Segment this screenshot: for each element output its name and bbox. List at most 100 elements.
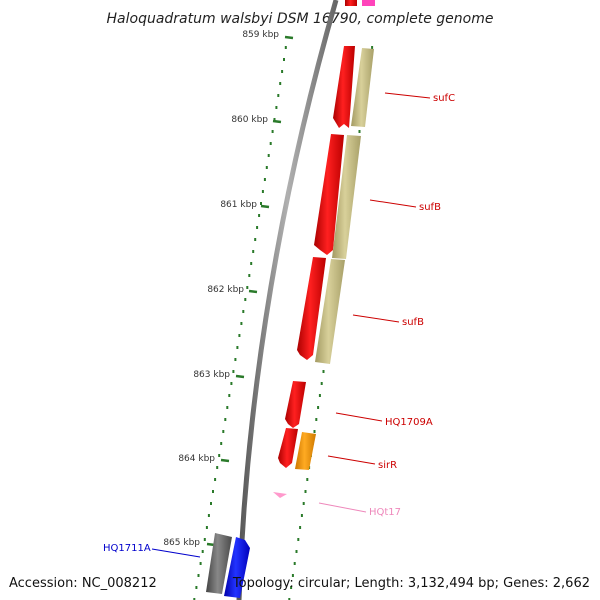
minor-tick: [224, 418, 227, 421]
minor-tick: [290, 586, 293, 589]
gene-arrow-khaki: [351, 48, 374, 127]
minor-tick: [279, 82, 282, 85]
gene-label-HQt17[interactable]: HQt17: [369, 507, 401, 518]
gene-arrow-red: [297, 257, 326, 360]
minor-tick: [304, 490, 307, 493]
major-tick: [235, 374, 245, 379]
leader-line: [369, 199, 417, 208]
major-tick: [260, 204, 270, 209]
minor-tick: [203, 538, 206, 541]
gene-features: [206, 0, 375, 598]
gene-arrow-red: [278, 428, 298, 468]
scale-label: 865 kbp: [163, 538, 200, 548]
gene-arrow-red: [345, 0, 357, 6]
minor-tick: [258, 214, 261, 217]
minor-tick: [222, 430, 225, 433]
minor-tick: [293, 562, 296, 565]
minor-tick: [210, 502, 212, 505]
minor-tick: [250, 262, 253, 265]
label-leader-lines: [151, 92, 431, 558]
scale-label: 862 kbp: [207, 285, 244, 295]
topology-text: Topology: circular; Length: 3,132,494 bp…: [232, 576, 590, 591]
minor-tick: [275, 106, 278, 109]
major-tick: [272, 119, 282, 124]
minor-tick: [281, 70, 284, 73]
gene-arrow-magenta: [362, 0, 375, 6]
scale-label: 860 kbp: [231, 115, 268, 125]
minor-tick: [302, 502, 305, 505]
minor-tick: [358, 130, 361, 133]
minor-tick: [236, 346, 239, 349]
gene-arrow-pink: [273, 492, 287, 498]
minor-tick: [320, 382, 323, 385]
minor-tick: [244, 298, 247, 301]
scale-label: 861 kbp: [220, 200, 257, 210]
major-tick: [284, 35, 294, 40]
scale-label: 859 kbp: [242, 30, 279, 40]
minor-tick: [228, 394, 231, 397]
minor-tick: [288, 598, 291, 600]
minor-tick: [232, 370, 235, 373]
scale-tick-dots: [193, 46, 287, 600]
minor-tick: [254, 238, 257, 241]
minor-tick: [283, 58, 285, 61]
minor-tick: [256, 226, 259, 229]
leader-line: [384, 92, 431, 99]
map-title: Haloquadratum walsbyi DSM 16790, complet…: [107, 11, 494, 27]
gene-arrow-red: [333, 46, 355, 128]
minor-tick: [265, 166, 268, 169]
gene-labels: sufC sufB sufB HQ1709A sirR HQt17 HQ1711…: [103, 93, 455, 554]
gene-label-sirR[interactable]: sirR: [378, 460, 397, 471]
minor-tick: [306, 478, 309, 481]
minor-tick: [226, 406, 229, 409]
minor-tick: [246, 286, 249, 289]
minor-tick: [261, 190, 264, 193]
minor-tick: [199, 562, 202, 565]
minor-tick: [234, 358, 237, 361]
leader-line: [318, 502, 367, 513]
minor-tick: [207, 514, 210, 517]
accession-text: Accession: NC_008212: [9, 576, 157, 591]
gene-arrow-red: [314, 134, 344, 255]
minor-tick: [295, 550, 298, 553]
gene-label-HQ1709A[interactable]: HQ1709A: [385, 417, 433, 428]
minor-tick: [318, 394, 321, 397]
gene-arrow-red: [285, 381, 306, 428]
minor-tick: [205, 526, 208, 529]
genome-backbone: [236, 0, 339, 600]
minor-tick: [267, 154, 270, 157]
minor-tick: [271, 130, 274, 133]
leader-line: [151, 548, 201, 558]
minor-tick: [300, 514, 303, 517]
leader-line: [352, 314, 400, 323]
gene-arrow-blue: [224, 537, 250, 598]
gene-label-HQ1711A[interactable]: HQ1711A: [103, 543, 151, 554]
minor-tick: [197, 574, 200, 577]
minor-tick: [214, 478, 217, 481]
minor-tick: [313, 430, 316, 433]
minor-tick: [252, 250, 255, 253]
minor-tick: [216, 466, 219, 469]
gene-label-sufC[interactable]: sufC: [433, 93, 455, 104]
scale-label: 863 kbp: [193, 370, 230, 380]
gene-arrow-khaki: [315, 259, 345, 364]
minor-tick: [220, 442, 223, 445]
scale-label: 864 kbp: [178, 454, 215, 464]
minor-tick: [284, 46, 287, 49]
minor-tick: [317, 406, 320, 409]
minor-tick: [322, 370, 325, 373]
minor-tick: [371, 46, 374, 49]
leader-line: [335, 412, 383, 422]
minor-tick: [277, 94, 280, 97]
major-tick: [220, 458, 230, 463]
minor-tick: [212, 490, 214, 493]
gene-arrow-orange: [295, 432, 316, 470]
gene-label-sufB[interactable]: sufB: [419, 202, 441, 213]
minor-tick: [218, 454, 221, 457]
minor-tick: [269, 142, 272, 145]
gene-label-sufB[interactable]: sufB: [402, 317, 424, 328]
minor-tick: [297, 538, 300, 541]
scale-major-ticks: 859 kbp 860 kbp 861 kbp 862 kbp 863 kbp …: [163, 30, 294, 548]
